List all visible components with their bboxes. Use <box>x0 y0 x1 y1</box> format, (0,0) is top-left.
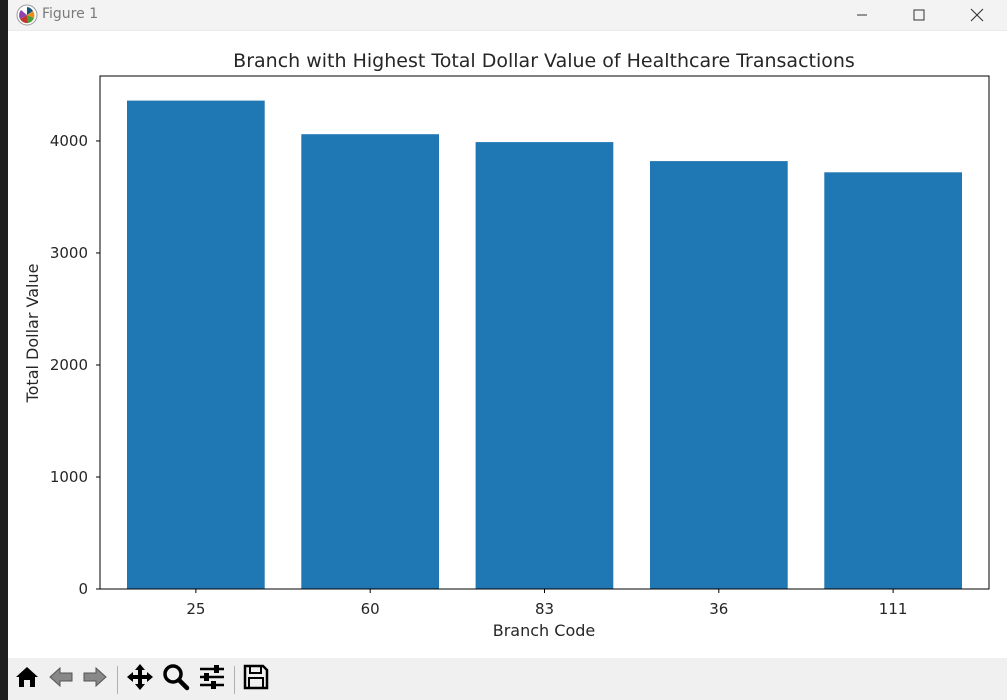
y-tick-label: 3000 <box>50 244 88 262</box>
zoom-button[interactable] <box>161 664 191 694</box>
home-button[interactable] <box>12 664 42 694</box>
bar-36 <box>650 161 788 589</box>
minimize-button[interactable] <box>833 0 891 30</box>
back-button[interactable] <box>46 664 76 694</box>
configure-subplots-button[interactable] <box>197 664 227 694</box>
matplotlib-logo-icon <box>16 4 38 26</box>
toolbar-separator <box>117 666 118 694</box>
x-axis-label: Branch Code <box>493 621 595 640</box>
navigation-toolbar <box>8 658 1007 700</box>
y-axis-label: Total Dollar Value <box>23 264 42 404</box>
minimize-icon <box>856 9 868 21</box>
x-tick-label: 111 <box>879 600 908 618</box>
pan-button[interactable] <box>125 664 155 694</box>
y-tick-label: 4000 <box>50 132 88 150</box>
chart-title: Branch with Highest Total Dollar Value o… <box>233 50 855 72</box>
home-icon <box>14 664 40 694</box>
figure-canvas[interactable]: Branch with Highest Total Dollar Value o… <box>8 31 1007 658</box>
forward-arrow-icon <box>82 664 108 694</box>
bar-chart: Branch with Highest Total Dollar Value o… <box>23 50 990 640</box>
bar-25 <box>127 100 265 589</box>
bar-111 <box>824 172 962 590</box>
maximize-button[interactable] <box>890 0 948 30</box>
back-arrow-icon <box>48 664 74 694</box>
x-tick-label: 83 <box>535 600 554 618</box>
figure-window: Figure 1 Branch with Highest Total Dolla… <box>8 0 1007 700</box>
save-button[interactable] <box>241 664 271 694</box>
x-tick-label: 25 <box>186 600 205 618</box>
maximize-icon <box>913 9 925 21</box>
close-icon <box>970 8 984 22</box>
bar-60 <box>301 134 439 589</box>
x-tick-label: 36 <box>709 600 728 618</box>
title-bar[interactable]: Figure 1 <box>8 0 1007 31</box>
x-tick-label: 60 <box>361 600 380 618</box>
axes-frame <box>99 75 990 590</box>
y-axis-ticks: 0 1000 2000 3000 4000 <box>50 132 100 598</box>
toolbar-separator <box>234 666 235 694</box>
background-editor-strip <box>0 0 8 700</box>
close-button[interactable] <box>948 0 1006 30</box>
configure-subplots-icon <box>198 663 226 695</box>
y-tick-label: 0 <box>78 580 88 598</box>
y-tick-label: 2000 <box>50 356 88 374</box>
x-axis-ticks: 25 60 83 36 111 <box>186 589 907 618</box>
save-floppy-icon <box>242 663 270 695</box>
bars-group <box>127 100 962 590</box>
zoom-magnifier-icon <box>162 663 190 695</box>
bar-83 <box>475 142 614 589</box>
window-title: Figure 1 <box>42 6 99 22</box>
pan-move-icon <box>126 663 154 695</box>
y-tick-label: 1000 <box>50 468 88 486</box>
forward-button[interactable] <box>80 664 110 694</box>
